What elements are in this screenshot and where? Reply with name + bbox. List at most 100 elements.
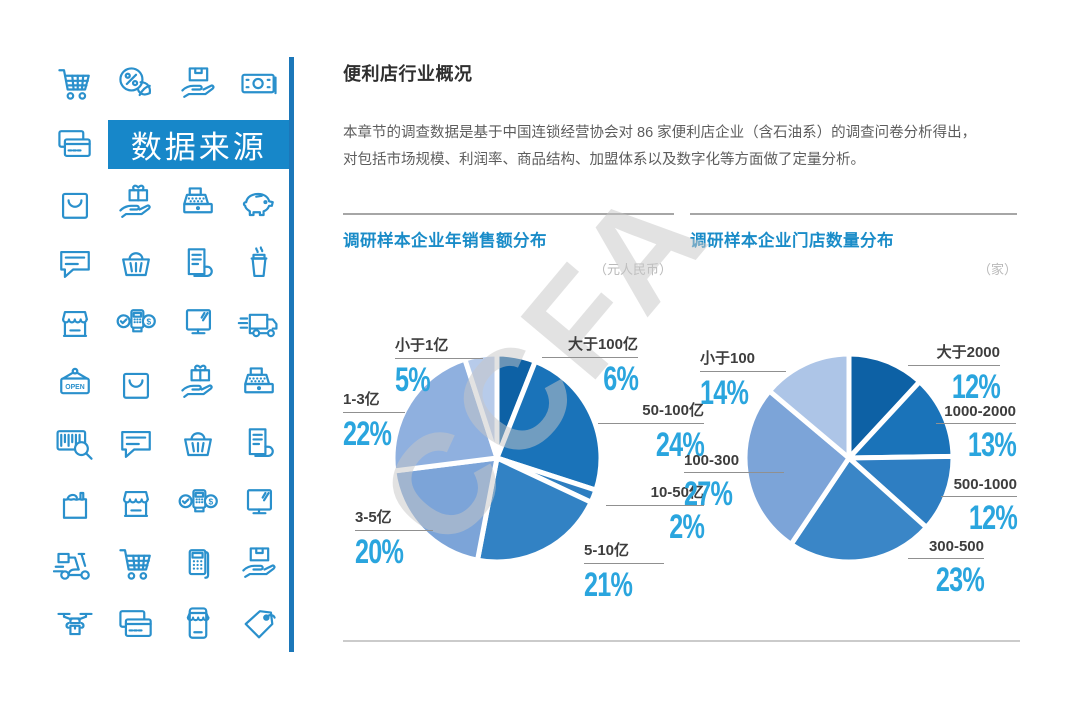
- pie-label-percent: 20%: [355, 533, 404, 571]
- page-title: 便利店行业概况: [343, 64, 473, 84]
- pie-label-percent: 24%: [655, 426, 705, 464]
- piggy-bank-icon: [237, 182, 281, 226]
- barcode-search-icon: [53, 422, 97, 466]
- receipt-icon: [176, 242, 220, 286]
- svg-text:OPEN: OPEN: [65, 384, 84, 391]
- pie-label-percent: 22%: [343, 415, 392, 453]
- pie2-slice-3: [788, 455, 929, 564]
- money-bill-icon: [237, 62, 281, 106]
- pos-payment-icon: $: [114, 302, 158, 346]
- intro-paragraph: 本章节的调查数据是基于中国连锁经营协会对 86 家便利店企业（含石油系）的调查问…: [343, 125, 977, 168]
- delivery-drone-icon: [53, 602, 97, 646]
- pie-label-percent: 6%: [603, 360, 639, 398]
- pie2-slice-0: [846, 352, 923, 461]
- discount-percent-icon: [114, 62, 158, 106]
- pie-label-category: 小于100: [700, 347, 786, 372]
- pie1-label-4: 3-5亿 20%: [355, 506, 433, 572]
- chat-bubble-icon: [53, 242, 97, 286]
- chat-bubble-icon: [114, 422, 158, 466]
- icon-grid: 数据来源 $ OPEN $: [44, 54, 290, 654]
- calculator-icon: [176, 542, 220, 586]
- svg-text:$: $: [147, 317, 152, 326]
- pie1-label-6: 小于1亿 5%: [395, 334, 483, 400]
- package-in-hand-icon: [237, 542, 281, 586]
- cash-register-icon: [237, 362, 281, 406]
- cash-register-icon: [176, 182, 220, 226]
- pie-label-percent: 13%: [967, 426, 1017, 464]
- gift-in-hand-icon: [176, 362, 220, 406]
- shopping-bag-icon: [53, 182, 97, 226]
- shopping-basket-icon: [176, 422, 220, 466]
- drink-cup-icon: [237, 242, 281, 286]
- credit-cards-icon: [114, 602, 158, 646]
- pie-label-category: 小于1亿: [395, 334, 483, 359]
- pie2-label-1: 1000-2000 13%: [936, 403, 1017, 465]
- pie1-label-3: 5-10亿 21%: [584, 539, 664, 605]
- pie-label-category: 5-10亿: [584, 539, 664, 564]
- svg-text:$: $: [208, 497, 213, 506]
- pie-label-percent: 2%: [669, 508, 705, 546]
- chart1-title: 调研样本企业年销售额分布: [343, 232, 547, 250]
- shopping-bag-icon: [114, 362, 158, 406]
- monitor-icon: [176, 302, 220, 346]
- grocery-bag-icon: [53, 482, 97, 526]
- pie1-slice-4: [391, 455, 500, 563]
- pie1-label-1: 50-100亿 24%: [598, 399, 705, 465]
- pie2-label-0: 大于2000 12%: [908, 341, 1001, 407]
- receipt-icon: [237, 422, 281, 466]
- pie1-slice-1: [494, 358, 603, 493]
- pie2-slice-2: [846, 453, 955, 530]
- pie1-label-5: 1-3亿 22%: [343, 388, 405, 454]
- pie-label-category: 50-100亿: [598, 399, 704, 424]
- pie-label-category: 大于2000: [908, 341, 1000, 366]
- pie1-slice-6: [462, 352, 500, 461]
- pie-label-percent: 14%: [700, 374, 749, 412]
- gift-in-hand-icon: [114, 182, 158, 226]
- pie-label-percent: 5%: [395, 361, 431, 399]
- pie-label-category: 500-1000: [941, 476, 1017, 497]
- chart2-title: 调研样本企业门店数量分布: [690, 232, 894, 250]
- chart2-top-divider: [690, 213, 1017, 215]
- sidebar-divider-line: [289, 57, 294, 652]
- pie-label-category: 大于100亿: [542, 333, 638, 358]
- pie-label-category: 3-5亿: [355, 506, 433, 531]
- pie2-slice-5: [766, 352, 852, 461]
- pie-label-percent: 12%: [968, 499, 1018, 537]
- pie-label-percent: 23%: [935, 561, 985, 599]
- package-in-hand-icon: [176, 62, 220, 106]
- pie2-label-5: 小于100 14%: [700, 347, 786, 413]
- monitor-icon: [237, 482, 281, 526]
- delivery-scooter-icon: [52, 542, 97, 586]
- storefront-icon: [53, 302, 97, 346]
- pie1-label-2: 10-50亿 2%: [606, 481, 705, 547]
- pie1-slice-3: [475, 455, 594, 564]
- chart1-unit: （元人民币）: [593, 262, 672, 277]
- chart2-unit: （家）: [977, 262, 1017, 277]
- mobile-store-icon: [176, 602, 220, 646]
- credit-cards-icon: [53, 122, 97, 166]
- open-sign-icon: OPEN: [53, 362, 97, 406]
- shopping-cart-icon: [114, 542, 158, 586]
- pie-chart-stores: [743, 352, 955, 564]
- pie1-label-0: 大于100亿 6%: [542, 333, 639, 399]
- pie-chart-sales: [391, 352, 603, 564]
- pie2-label-2: 500-1000 12%: [941, 476, 1018, 538]
- shopping-basket-icon: [114, 242, 158, 286]
- chart1-top-divider: [343, 213, 674, 215]
- pie-label-percent: 27%: [684, 475, 733, 513]
- pie-label-category: 1000-2000: [936, 403, 1016, 424]
- pie-label-percent: 12%: [951, 368, 1001, 406]
- data-source-banner: 数据来源: [107, 119, 290, 169]
- pie-label-percent: 21%: [584, 566, 633, 604]
- price-tag-icon: [237, 602, 281, 646]
- pie2-label-4: 100-300 27%: [684, 452, 784, 514]
- pie2-slice-1: [846, 379, 955, 461]
- storefront-icon: [114, 482, 158, 526]
- pos-payment-icon: $: [176, 482, 220, 526]
- delivery-truck-icon: [237, 302, 281, 346]
- pie-label-category: 300-500: [908, 538, 984, 559]
- pie2-label-3: 300-500 23%: [908, 538, 985, 600]
- pie-label-category: 100-300: [684, 452, 784, 473]
- pie1-slice-5: [391, 356, 500, 474]
- shopping-cart-icon: [53, 62, 97, 106]
